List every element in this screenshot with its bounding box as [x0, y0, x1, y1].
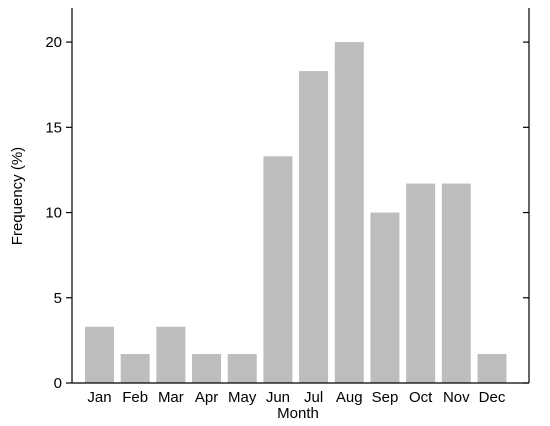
- x-tick-label: Sep: [372, 389, 399, 406]
- x-tick-label: Mar: [158, 389, 184, 406]
- x-tick-label: Nov: [443, 389, 470, 406]
- bar-jan: [85, 326, 114, 383]
- y-tick-label: 5: [54, 290, 62, 307]
- x-tick-label: Dec: [479, 389, 506, 406]
- x-tick-label: Aug: [336, 389, 363, 406]
- bar-feb: [120, 354, 150, 383]
- bar-dec: [477, 354, 507, 383]
- x-tick-label: Feb: [122, 389, 148, 406]
- bar-may: [227, 354, 257, 383]
- y-tick-label: 0: [54, 375, 62, 392]
- x-axis-title: Month: [277, 405, 319, 422]
- x-tick-label: Jan: [87, 389, 111, 406]
- plot-frame: [71, 8, 530, 384]
- x-tick-label: Jun: [266, 389, 290, 406]
- bars-group: [85, 42, 507, 384]
- x-tick-label: Apr: [195, 389, 218, 406]
- bar-sep: [370, 212, 400, 383]
- bar-nov: [441, 183, 471, 383]
- bar-aug: [334, 42, 364, 384]
- y-axis-title: Frequency (%): [9, 147, 26, 245]
- bar-apr: [192, 354, 222, 383]
- x-tick-label: May: [228, 389, 257, 406]
- bar-oct: [406, 183, 436, 383]
- y-tick-label: 15: [45, 119, 62, 136]
- bar-mar: [156, 326, 186, 383]
- bar-jul: [299, 71, 329, 383]
- y-axis: 0 5 10 15 20: [45, 34, 529, 392]
- y-tick-label: 20: [45, 34, 62, 51]
- y-tick-label: 10: [45, 205, 62, 222]
- x-tick-label: Oct: [409, 389, 433, 406]
- x-tick-label: Jul: [304, 389, 323, 406]
- bar-jun: [263, 156, 293, 383]
- x-axis: Jan Feb Mar Apr May Jun Jul Aug Sep Oct Nov Dec: [87, 389, 505, 406]
